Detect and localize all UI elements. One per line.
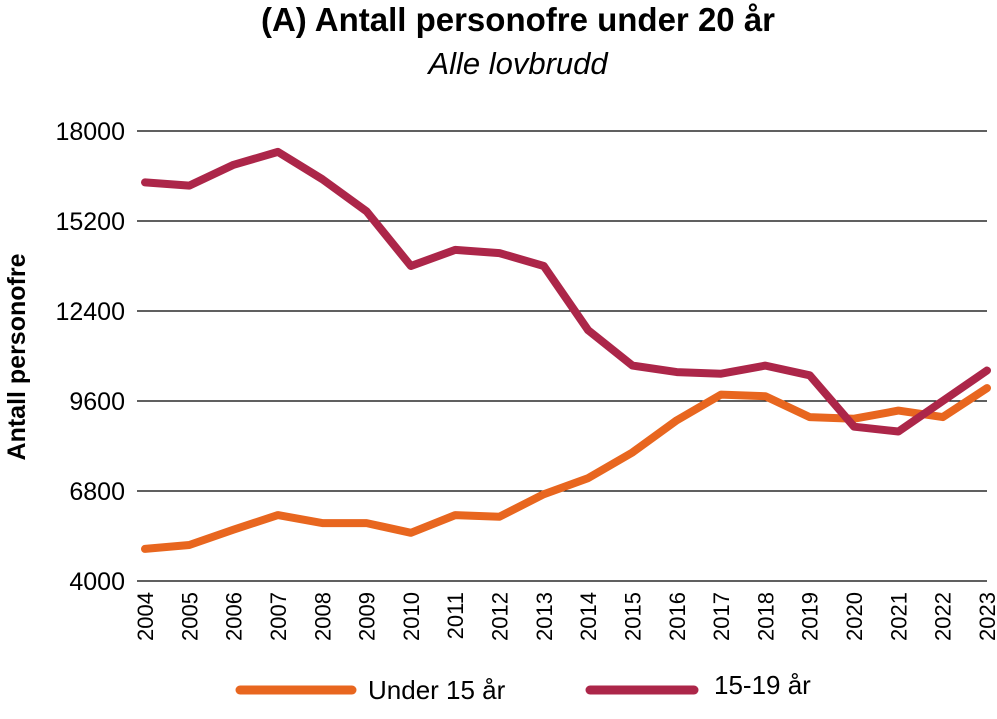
x-tick-label: 2013 (532, 592, 557, 641)
x-tick-label: 2017 (709, 592, 734, 641)
x-tick-label: 2020 (842, 592, 867, 641)
x-tick-label: 2009 (355, 592, 380, 641)
x-tick-label: 2015 (620, 592, 645, 641)
x-tick-label: 2014 (576, 592, 601, 641)
y-axis-label: Antall personofre (3, 253, 31, 460)
x-tick-label: 2004 (133, 592, 158, 641)
x-tick-label: 2007 (266, 592, 291, 641)
x-tick-label: 2019 (798, 592, 823, 641)
series-line-1 (141, 147, 991, 436)
y-axis-ticks: 4000 6800 9600 12400 15200 18000 (55, 118, 125, 596)
series-lines (141, 147, 991, 553)
chart-subtitle: Alle lovbrudd (426, 46, 609, 81)
x-tick-label: 2023 (975, 592, 997, 641)
x-tick-label: 2022 (931, 592, 956, 641)
x-tick-label: 2021 (886, 592, 911, 641)
y-tick-label: 18000 (55, 118, 125, 146)
y-tick-label: 9600 (69, 388, 125, 416)
x-tick-label: 2005 (177, 592, 202, 641)
x-tick-label: 2018 (753, 592, 778, 641)
chart-title: (A) Antall personofre under 20 år (261, 1, 775, 38)
x-tick-label: 2011 (443, 592, 468, 639)
x-tick-label: 2016 (665, 592, 690, 641)
legend-label-under-15: Under 15 år (368, 675, 506, 705)
x-axis-ticks: 2004 2005 2006 2007 2008 2009 2010 2011 2012 2013… (133, 592, 997, 641)
y-tick-label: 4000 (69, 568, 125, 596)
x-tick-label: 2006 (222, 592, 247, 641)
gridlines (137, 130, 987, 582)
series-line-0 (141, 384, 991, 553)
x-tick-label: 2010 (399, 592, 424, 641)
y-tick-label: 15200 (55, 208, 125, 236)
legend-label-15-19: 15-19 år (714, 670, 811, 700)
x-tick-label: 2008 (310, 592, 335, 641)
y-tick-label: 12400 (55, 298, 125, 326)
x-tick-label: 2012 (488, 592, 513, 641)
legend: Under 15 år 15-19 år (235, 670, 811, 705)
y-tick-label: 6800 (69, 478, 125, 506)
